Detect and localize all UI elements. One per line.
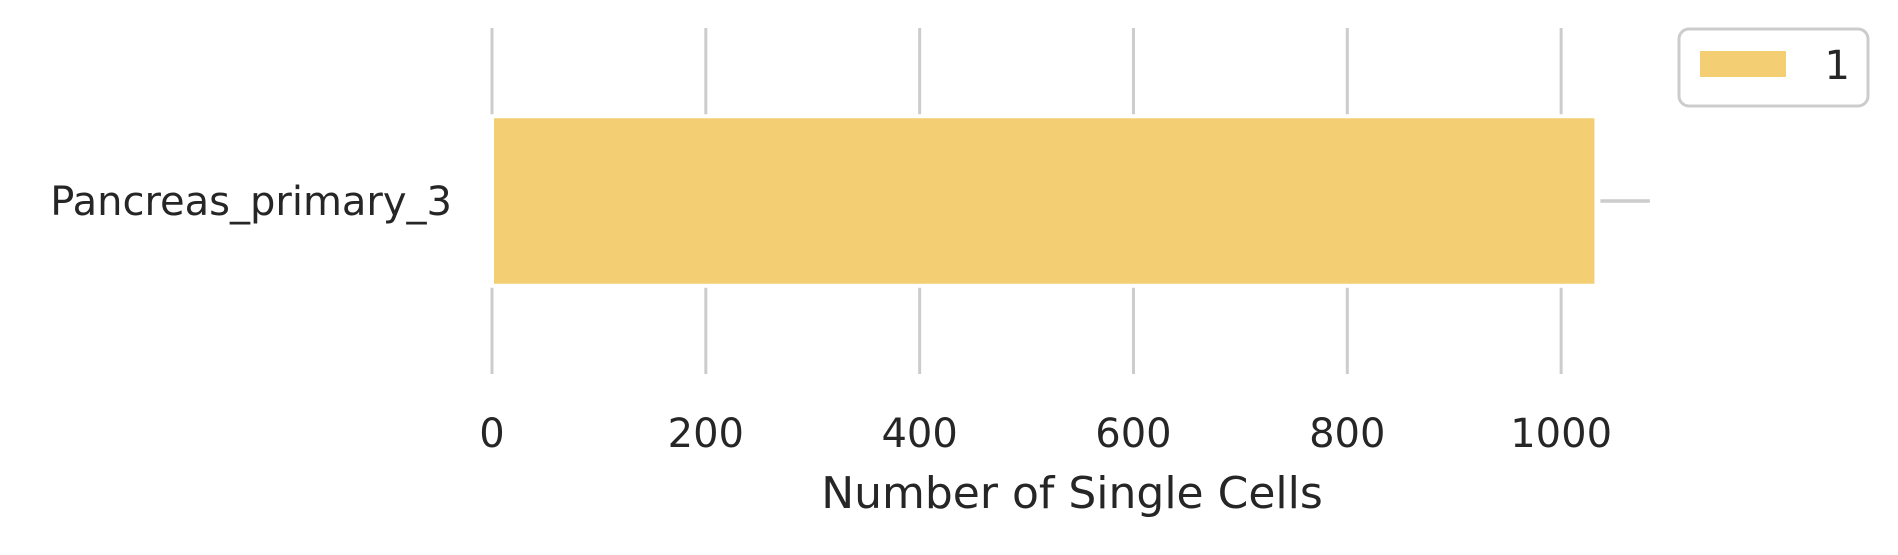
bars — [490, 114, 1599, 288]
x-tick-label-0: 0 — [479, 411, 504, 457]
bar-Pancreas_primary_3 — [490, 114, 1599, 288]
legend: 1 — [1677, 27, 1870, 108]
legend-label: 1 — [1825, 43, 1850, 89]
x-tick-label-3: 600 — [1095, 411, 1171, 457]
category-label-0: Pancreas_primary_3 — [50, 179, 452, 225]
x-tick-label-2: 400 — [881, 411, 957, 457]
x-tick-label-4: 800 — [1309, 411, 1385, 457]
x-axis-title: Number of Single Cells — [821, 468, 1323, 519]
legend-swatch — [1700, 51, 1786, 77]
y-category-labels: Pancreas_primary_3 — [50, 179, 452, 225]
x-tick-label-1: 200 — [668, 411, 744, 457]
x-tick-label-5: 1000 — [1510, 411, 1612, 457]
x-tick-labels: 0 200 400 600 800 1000 — [479, 411, 1612, 457]
